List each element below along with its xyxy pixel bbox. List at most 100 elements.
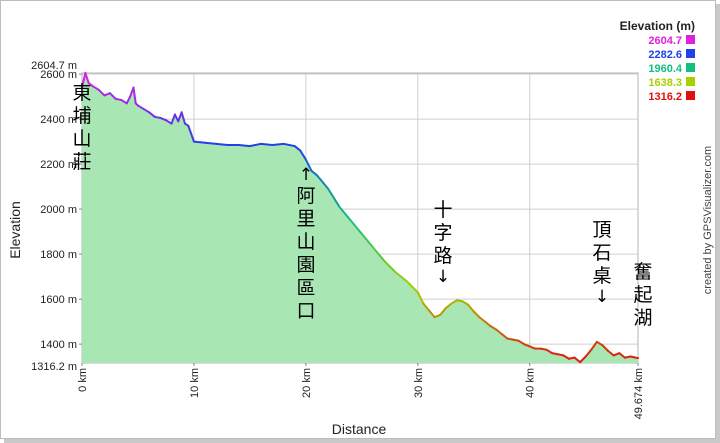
- legend-swatch: [686, 91, 695, 100]
- line-segment: [360, 232, 375, 249]
- y-tick-label: 2600 m: [40, 69, 77, 81]
- credit-text: created by GPSVisualizer.com: [702, 146, 714, 294]
- elevation-area: [82, 73, 638, 363]
- line-segment: [321, 181, 330, 190]
- line-segment: [612, 352, 621, 357]
- line-segment: [472, 310, 481, 319]
- line-segment: [372, 246, 386, 262]
- y-tick-label: 1400 m: [40, 339, 77, 351]
- line-segment: [394, 271, 408, 283]
- legend-value: 1316.2: [648, 91, 682, 103]
- annotation-arrow: ↓: [595, 287, 609, 307]
- line-segment: [467, 303, 475, 313]
- line-segment: [170, 113, 176, 125]
- x-tick-label: 30 km: [413, 368, 425, 398]
- line-segment: [579, 355, 587, 364]
- line-segment: [427, 309, 436, 319]
- line-segment: [349, 219, 363, 235]
- line-segment: [299, 149, 307, 161]
- line-segment: [483, 320, 492, 328]
- annotation-arrow: ↑: [299, 165, 313, 185]
- line-segment: [495, 328, 503, 336]
- line-segment: [97, 88, 106, 97]
- line-segment: [293, 145, 302, 152]
- line-segment: [338, 205, 352, 222]
- line-segment: [237, 143, 251, 148]
- y-tick-label: 1316.2 m: [31, 361, 77, 373]
- line-segment: [192, 140, 207, 144]
- line-segment: [545, 348, 554, 355]
- line-segment: [271, 142, 285, 146]
- annotation-label: 奮起湖: [633, 261, 652, 329]
- line-segment: [304, 158, 313, 172]
- legend-value: 1638.3: [648, 77, 682, 89]
- line-segment: [92, 85, 100, 91]
- y-tick-label: 1600 m: [40, 294, 77, 306]
- line-segment: [607, 349, 615, 357]
- y-tick-label: 1800 m: [40, 249, 77, 261]
- line-segment: [310, 169, 319, 177]
- x-tick-label: 49.674 km: [633, 368, 645, 419]
- elevation-line: [81, 72, 639, 364]
- annotation-label: 東埔山莊: [72, 82, 91, 173]
- line-segment: [489, 325, 498, 331]
- annotation-label: 阿里山園區口: [296, 185, 315, 322]
- line-segment: [260, 142, 274, 146]
- legend-swatch: [686, 77, 695, 86]
- y-tick-label: 2200 m: [40, 159, 77, 171]
- line-segment: [142, 107, 151, 114]
- x-tick-label: 20 km: [301, 368, 313, 398]
- line-segment: [132, 86, 137, 105]
- line-segment: [108, 92, 117, 100]
- line-segment: [618, 352, 626, 359]
- annotation-label: 頂石桌: [592, 219, 611, 287]
- x-axis-title: Distance: [332, 421, 387, 437]
- line-segment: [629, 355, 639, 360]
- line-segment: [450, 299, 458, 305]
- line-segment: [159, 116, 167, 122]
- line-segment: [562, 354, 570, 360]
- y-axis-title: Elevation: [7, 201, 23, 259]
- line-segment: [422, 302, 430, 312]
- legend-title: Elevation (m): [620, 19, 695, 33]
- x-axis-ticks: 0 km 10 km 20 km 30 km 40 km 49.674 km: [77, 363, 645, 419]
- line-segment: [584, 348, 593, 358]
- line-segment: [248, 142, 263, 148]
- legend-swatch: [686, 63, 695, 72]
- y-tick-label: 2400 m: [40, 114, 77, 126]
- line-segment: [590, 340, 598, 351]
- line-segment: [187, 124, 195, 143]
- line-segment: [500, 333, 509, 340]
- line-segment: [125, 95, 132, 105]
- y-axis-ticks: 1316.2 m 1400 m 1600 m 1800 m 2000 m 2200 m 24…: [31, 60, 82, 373]
- line-segment: [478, 316, 486, 323]
- line-segment: [439, 307, 447, 316]
- line-segment: [573, 356, 582, 364]
- color-legend: Elevation (m) 2604.7 2282.6 1960.4 1638.3 13…: [620, 19, 695, 103]
- legend-value: 2604.7: [648, 35, 682, 47]
- line-segment: [416, 291, 425, 305]
- line-segment: [164, 119, 173, 125]
- line-segment: [601, 344, 610, 352]
- line-segment: [433, 313, 442, 319]
- x-tick-label: 10 km: [189, 368, 201, 398]
- line-segment: [282, 142, 296, 148]
- line-segment: [595, 340, 604, 347]
- annotation-label: 十字路: [433, 199, 452, 267]
- legend-value: 1960.4: [648, 63, 683, 75]
- legend-swatch: [686, 49, 695, 58]
- line-segment: [148, 111, 156, 118]
- line-segment: [84, 72, 90, 85]
- line-segment: [120, 98, 128, 105]
- y-tick-label: 2604.7 m: [31, 60, 77, 72]
- line-segment: [81, 72, 87, 89]
- y-tick-label: 2000 m: [40, 204, 77, 216]
- x-tick-label: 40 km: [525, 368, 537, 398]
- line-segment: [215, 142, 229, 146]
- line-segment: [316, 174, 324, 184]
- x-tick-label: 0 km: [77, 368, 89, 392]
- legend-value: 2282.6: [648, 49, 682, 61]
- line-segment: [444, 302, 453, 310]
